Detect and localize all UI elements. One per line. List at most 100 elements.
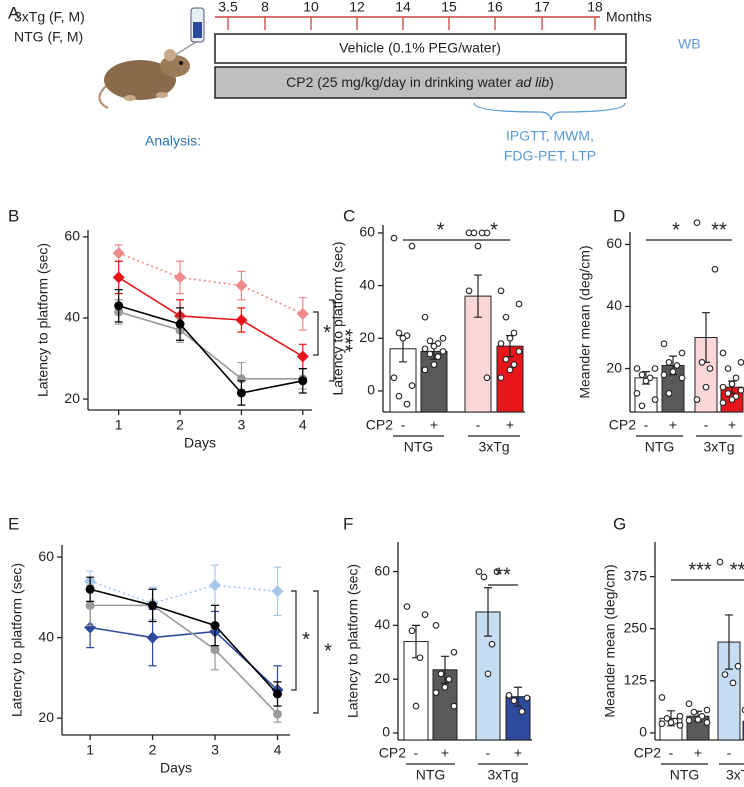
significance-bracket <box>313 590 319 714</box>
timeline-tick-label: 17 <box>534 0 550 15</box>
y-tick-label: 40 <box>64 309 80 325</box>
panel-label: G <box>613 514 626 533</box>
data-point <box>667 719 675 726</box>
data-point <box>693 396 701 403</box>
y-tick-label: 60 <box>606 235 622 251</box>
series-line <box>90 604 279 715</box>
data-point <box>502 313 510 321</box>
data-point <box>685 700 693 708</box>
marker <box>235 279 248 292</box>
marker <box>84 621 97 634</box>
x-tick-label: 1 <box>115 417 123 433</box>
data-point <box>421 345 429 353</box>
marker <box>146 631 159 644</box>
x-tick-label: 3 <box>238 417 246 433</box>
analysis-item: FDG-PET, LTP <box>504 148 596 164</box>
marker <box>296 307 309 320</box>
marker <box>174 271 187 284</box>
error-bar <box>441 655 449 684</box>
cp2-text: ad lib <box>516 74 550 90</box>
treatment-label: CP2 <box>366 417 393 433</box>
data-point <box>660 371 668 379</box>
data-point <box>669 368 677 376</box>
wb-label: WB <box>678 36 701 52</box>
series-line <box>118 252 304 315</box>
data-point <box>518 708 526 715</box>
data-point <box>478 229 486 237</box>
marker <box>298 376 308 386</box>
error-bar <box>514 686 522 707</box>
marker <box>296 350 309 363</box>
data-point <box>426 350 434 358</box>
data-point <box>439 348 447 355</box>
series-line <box>118 305 303 394</box>
data-point <box>651 365 659 372</box>
marker <box>271 585 284 598</box>
marker <box>209 579 222 592</box>
data-point <box>441 683 449 691</box>
treatment-sign: - <box>644 417 649 433</box>
significance-label: *** <box>334 329 356 353</box>
data-point <box>702 383 710 391</box>
timeline-tick-label: 16 <box>487 0 503 15</box>
treatment-sign: - <box>727 745 732 761</box>
data-point <box>465 287 473 295</box>
group-label: NTG <box>645 439 675 455</box>
data-point <box>506 366 514 374</box>
y-tick-label: 20 <box>606 359 622 375</box>
data-point <box>412 702 420 710</box>
data-point <box>737 358 744 366</box>
analysis-item: IPGTT, MWM, <box>506 128 594 144</box>
y-axis-label: Latency to platform (sec) <box>9 563 25 717</box>
data-point <box>445 675 453 683</box>
data-point <box>719 349 727 357</box>
panel-label: B <box>8 206 19 225</box>
panel-label: F <box>343 514 353 533</box>
data-point <box>408 382 416 390</box>
data-point <box>658 720 666 728</box>
marker <box>236 388 246 398</box>
cohort-label: 3xTg (F, M) <box>14 9 85 25</box>
data-point <box>430 342 438 350</box>
marker <box>175 319 185 329</box>
data-point <box>510 361 518 368</box>
significance-label: * <box>302 629 310 651</box>
marker <box>85 600 95 610</box>
cohort-label: NTG (F, M) <box>14 29 83 45</box>
treatment-sign: + <box>430 417 438 433</box>
marker <box>112 271 125 284</box>
analysis-label: Analysis: <box>145 133 201 149</box>
data-point <box>395 392 403 400</box>
timeline-tick-label: 12 <box>349 0 365 15</box>
treatment-sign: - <box>401 417 406 433</box>
group-label: 3xTg <box>487 767 518 783</box>
significance-label: *** <box>688 559 712 581</box>
cp2-box <box>214 66 627 99</box>
treatment-sign: + <box>441 745 449 761</box>
data-point <box>719 399 727 407</box>
y-tick-label: 0 <box>639 724 647 740</box>
data-point <box>706 365 714 372</box>
treatment-sign: + <box>514 745 522 761</box>
x-tick-label: 4 <box>274 742 282 758</box>
vehicle-label: Vehicle (0.1% PEG/water) <box>339 40 501 56</box>
data-point <box>685 717 693 724</box>
treatment-sign: + <box>694 745 702 761</box>
group-label: NTG <box>670 767 700 783</box>
data-point <box>703 706 711 714</box>
data-point <box>678 374 686 382</box>
data-point <box>676 712 684 720</box>
significance-bracket <box>291 590 297 691</box>
data-point <box>703 719 711 726</box>
data-point <box>728 380 736 388</box>
data-point <box>693 219 701 227</box>
y-tick-label: 40 <box>38 628 54 644</box>
data-point <box>665 358 673 366</box>
data-point <box>724 365 732 372</box>
treatment-sign: - <box>486 745 491 761</box>
water-bottle <box>190 7 205 43</box>
significance-bracket <box>313 311 319 356</box>
y-axis-label: Meander mean (deg/cm) <box>602 564 618 717</box>
